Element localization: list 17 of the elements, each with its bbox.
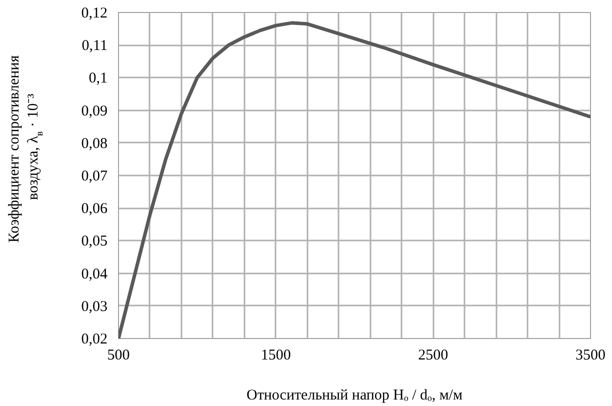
y-tick-label: 0,1 (88, 70, 108, 87)
x-tick-label: 1500 (260, 348, 291, 364)
y-tick-label: 0,02 (81, 332, 108, 348)
y-tick-label: 0,04 (81, 266, 108, 282)
y-tick-label: 0,09 (81, 103, 108, 120)
y-tick-label: 0,03 (81, 298, 108, 315)
x-axis-title: Относительный напор Hₒ / dₒ, м/м (246, 388, 463, 404)
y-tick-label: 0,12 (81, 6, 108, 22)
x-tick-label: 3500 (576, 348, 606, 364)
x-tick-label: 500 (107, 348, 130, 364)
y-tick-label: 0,07 (81, 168, 108, 184)
y-tick-label: 0,11 (82, 38, 108, 54)
x-tick-label: 2500 (418, 348, 448, 364)
line-series (118, 21, 590, 338)
y-tick-label: 0,06 (81, 201, 108, 218)
y-tick-label: 0,08 (81, 136, 108, 152)
y-tick-label: 0,05 (81, 234, 108, 250)
